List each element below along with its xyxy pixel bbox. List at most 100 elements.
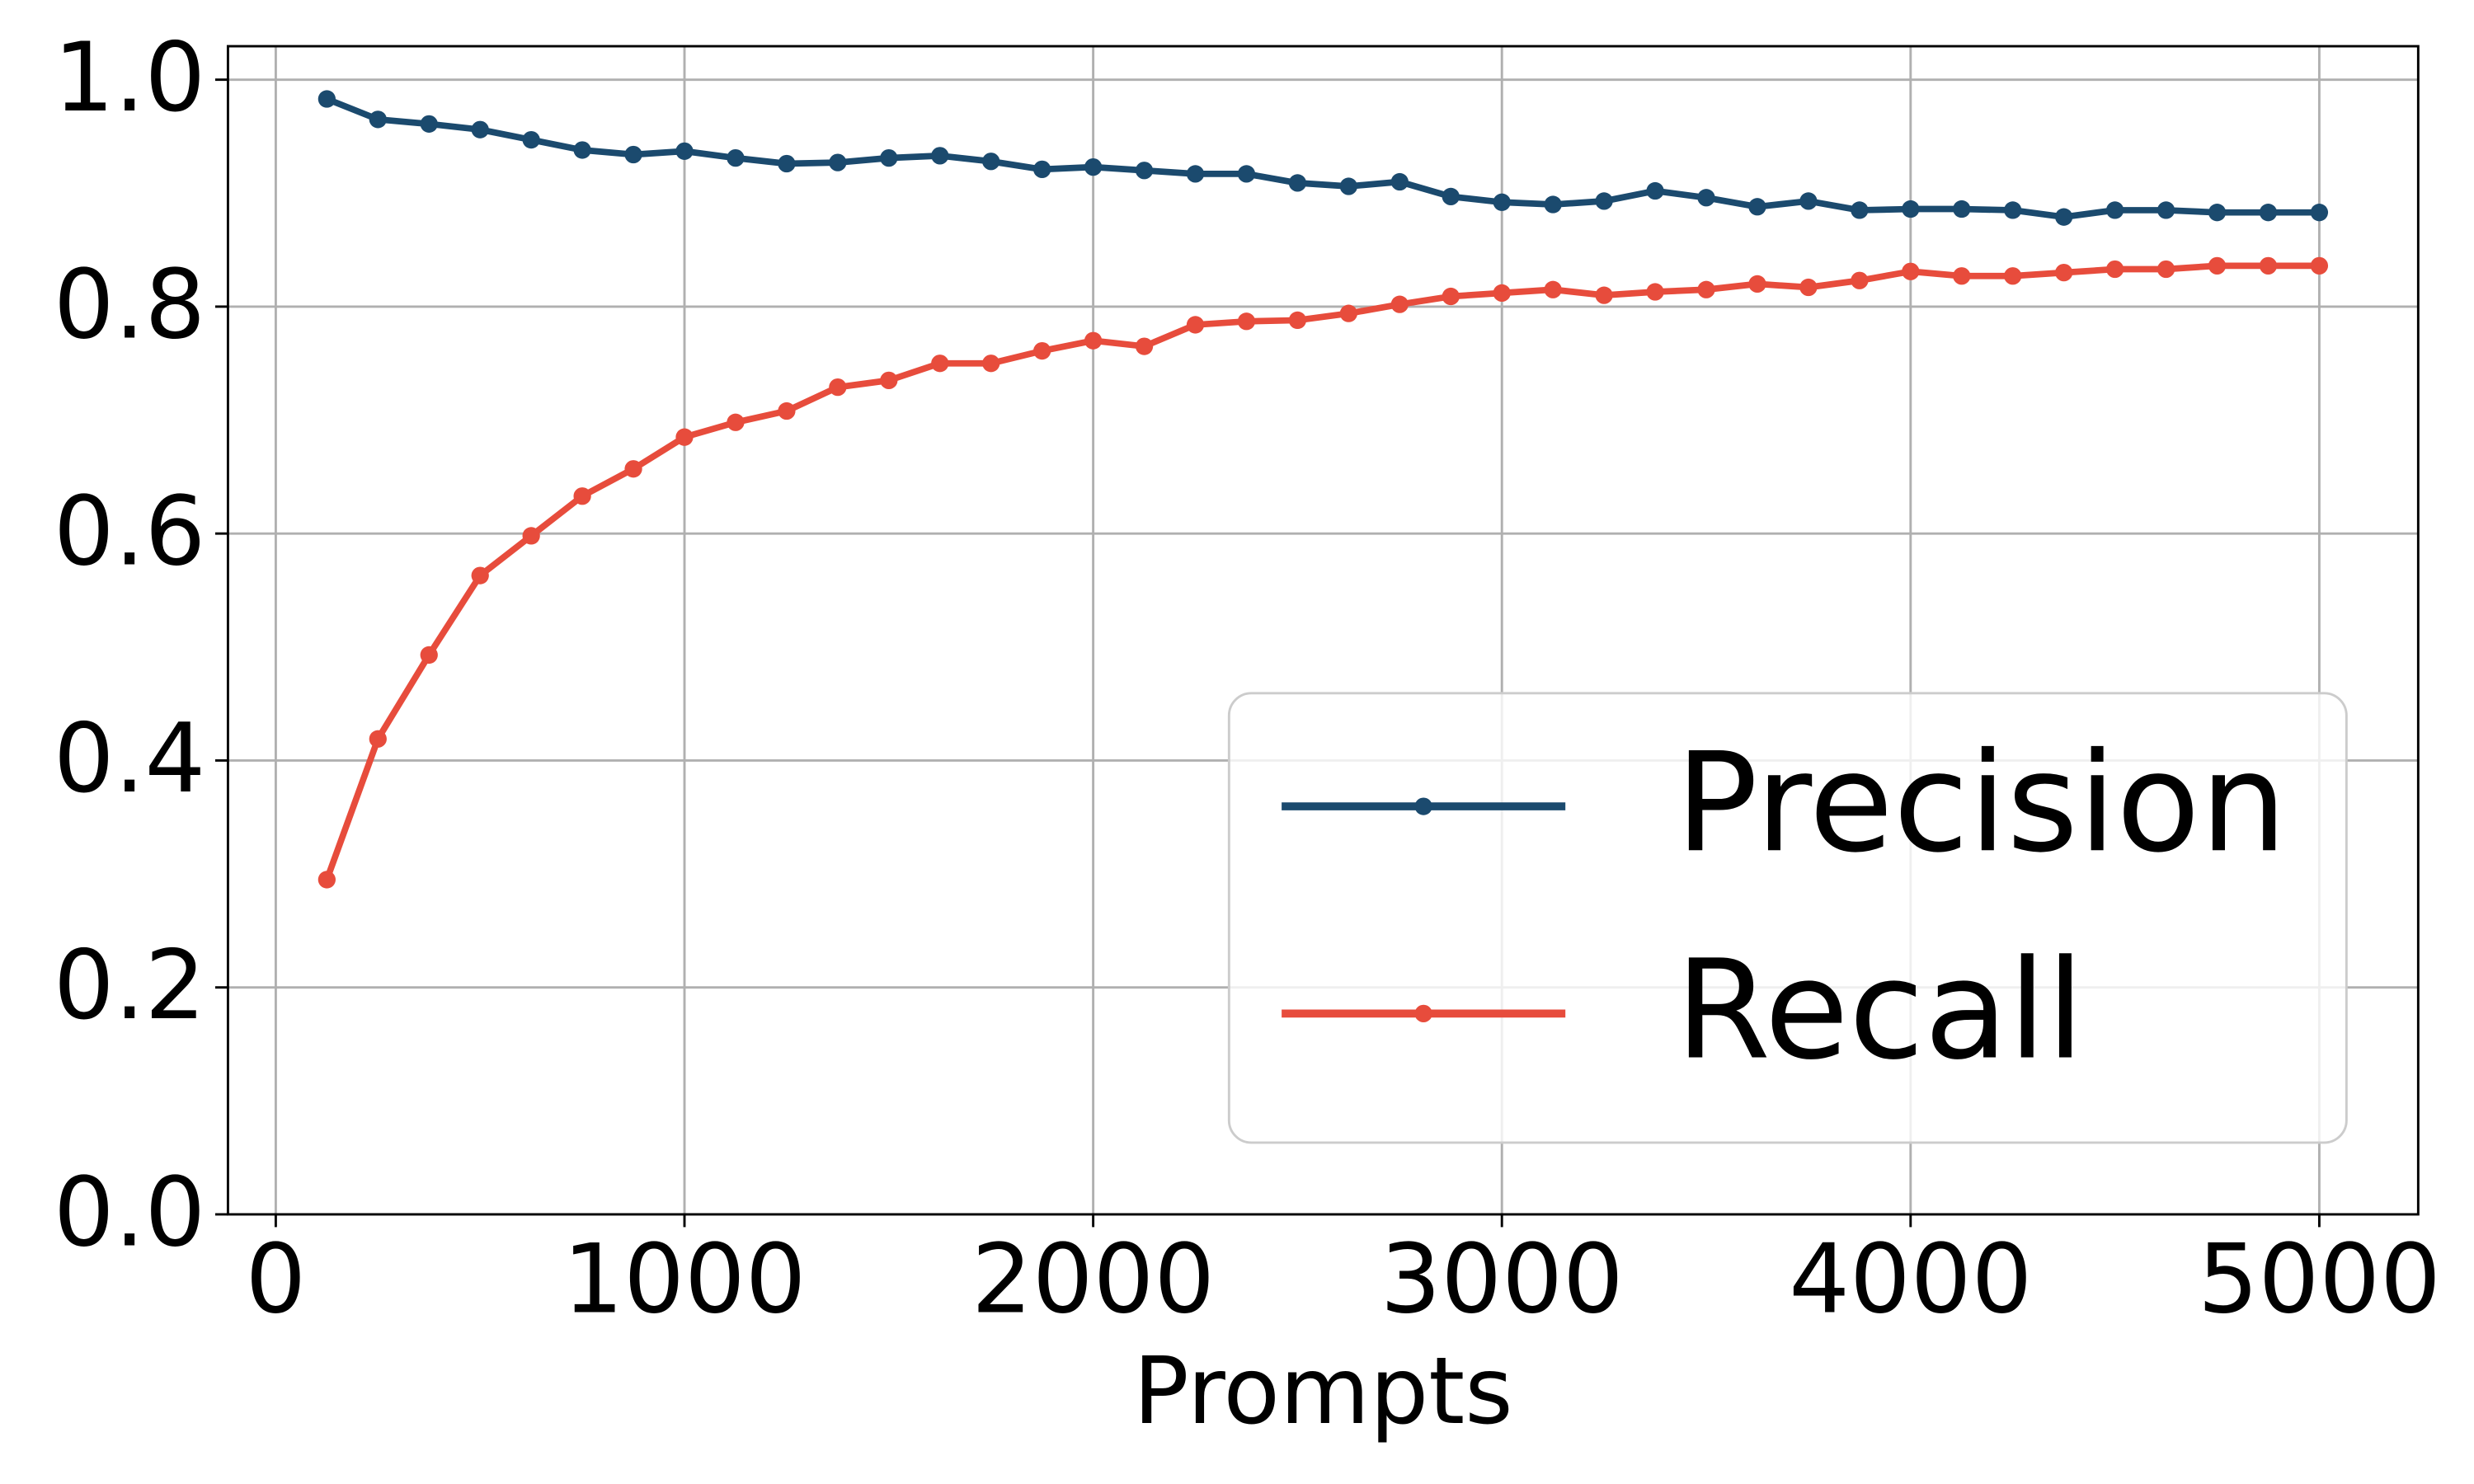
y-tick-label: 0.6 (54, 477, 205, 588)
y-tick-label: 0.2 (54, 930, 205, 1041)
marker (2157, 201, 2175, 219)
marker (1493, 193, 1511, 211)
marker (1186, 165, 1205, 183)
marker (982, 153, 1000, 171)
x-axis-label: Prompts (1133, 1338, 1513, 1445)
marker (624, 460, 642, 478)
marker (369, 730, 387, 748)
marker (573, 141, 591, 159)
marker (1953, 267, 1971, 285)
marker (2055, 208, 2073, 226)
marker (2310, 204, 2329, 222)
marker (1595, 286, 1613, 304)
marker (1748, 198, 1766, 216)
marker (2259, 256, 2278, 275)
x-tick-label: 4000 (1789, 1224, 2032, 1336)
x-tick-label: 0 (246, 1224, 307, 1336)
marker (1186, 316, 1205, 334)
marker (1084, 157, 1103, 176)
marker (778, 402, 796, 420)
marker (675, 142, 694, 160)
marker (880, 148, 898, 167)
marker (2208, 256, 2227, 275)
marker (727, 148, 745, 167)
marker (1135, 337, 1154, 355)
marker (880, 371, 898, 390)
marker (369, 110, 387, 129)
y-tick-label: 0.8 (54, 249, 205, 360)
marker (1442, 187, 1460, 206)
legend: Precision Recall (1227, 692, 2348, 1144)
marker (982, 355, 1000, 373)
marker (317, 90, 336, 108)
marker (1595, 192, 1613, 210)
marker (317, 871, 336, 889)
marker (829, 153, 847, 171)
marker (2004, 201, 2022, 219)
y-tick-label: 0.4 (54, 703, 205, 815)
marker (1237, 312, 1256, 331)
marker (1544, 195, 1562, 214)
x-tick-label: 3000 (1380, 1224, 1624, 1336)
marker (2004, 267, 2022, 285)
legend-label: Recall (1676, 932, 2085, 1091)
marker (778, 154, 796, 173)
marker (2259, 204, 2278, 222)
marker (573, 487, 591, 505)
marker (1799, 278, 1818, 297)
marker (1339, 177, 1357, 195)
marker (1646, 283, 1664, 301)
marker (2055, 263, 2073, 282)
marker (1135, 162, 1154, 180)
marker (522, 130, 540, 149)
marker (1390, 295, 1409, 313)
marker (1902, 262, 1920, 280)
marker (1339, 304, 1357, 322)
marker (1288, 174, 1307, 192)
x-tick-label: 1000 (562, 1224, 806, 1336)
marker (1033, 341, 1051, 360)
marker (2208, 204, 2227, 222)
marker (1697, 189, 1715, 207)
marker (2157, 260, 2175, 279)
legend-label: Precision (1676, 724, 2288, 883)
marker (1902, 200, 1920, 218)
marker (420, 115, 438, 133)
marker (931, 147, 949, 165)
marker (2105, 260, 2124, 279)
marker (1953, 200, 1971, 218)
marker (1748, 275, 1766, 294)
marker (1237, 165, 1256, 183)
y-tick-label: 0.0 (54, 1157, 205, 1268)
marker (1033, 160, 1051, 179)
plot-frame (226, 45, 2420, 1216)
line-series (325, 96, 2320, 221)
marker (471, 120, 489, 139)
marker (727, 413, 745, 431)
marker (624, 145, 642, 164)
y-tick-label: 1.0 (54, 22, 205, 134)
marker (420, 646, 438, 665)
marker (1288, 311, 1307, 330)
marker (1851, 201, 1869, 219)
legend-marker (1414, 797, 1432, 815)
marker (1390, 172, 1409, 191)
marker (1646, 181, 1664, 200)
marker (829, 378, 847, 397)
marker (1493, 284, 1511, 303)
marker (1442, 287, 1460, 306)
marker (931, 355, 949, 373)
marker (2310, 256, 2329, 275)
marker (1697, 280, 1715, 298)
legend-marker (1414, 1004, 1432, 1023)
marker (522, 527, 540, 545)
marker (1799, 192, 1818, 210)
x-tick-label: 5000 (2198, 1224, 2441, 1336)
line-series (323, 262, 2320, 881)
marker (471, 566, 489, 585)
marker (675, 428, 694, 446)
marker (1084, 331, 1103, 350)
marker (1851, 271, 1869, 289)
x-tick-label: 2000 (971, 1224, 1215, 1336)
